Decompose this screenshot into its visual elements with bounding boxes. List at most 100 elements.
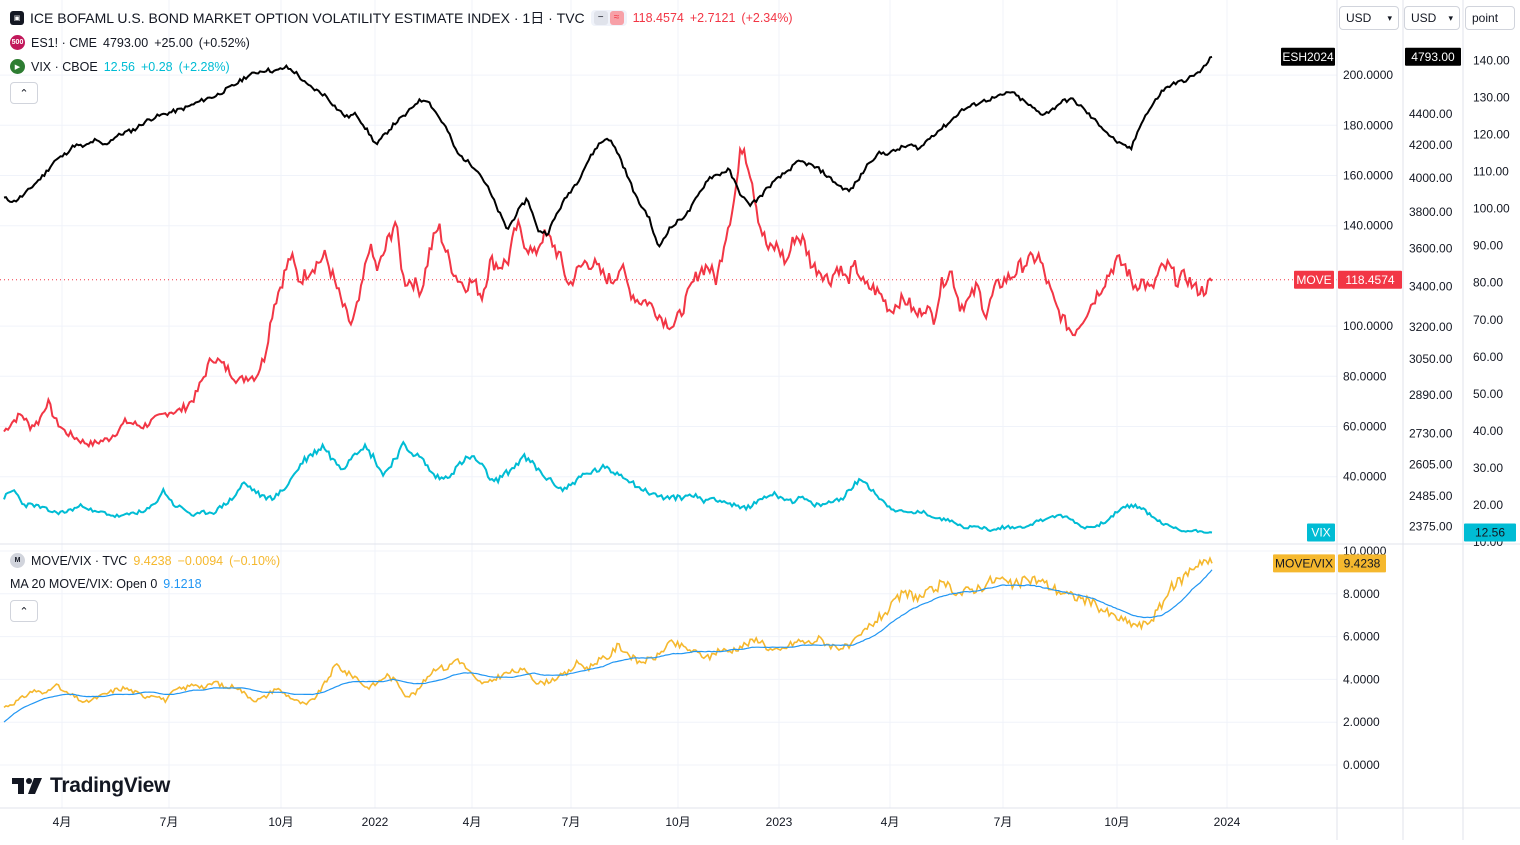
wave-icon[interactable]: ≈: [609, 11, 624, 25]
vix-axis-label: 120.00: [1473, 128, 1510, 142]
x-tick-label: 2022: [362, 815, 389, 829]
unit-value: point: [1472, 11, 1499, 25]
ratio-title: MOVE/VIX · TVC: [31, 553, 128, 568]
move-price-tag: 118.4574: [1345, 273, 1394, 287]
x-tick-label: 4月: [53, 815, 72, 829]
vix-line: [3, 440, 1213, 534]
ratio-last: 9.4238: [133, 553, 172, 568]
vix-axis-label: 110.00: [1473, 165, 1509, 179]
collapse-ratio-legend-button[interactable]: ⌃: [10, 600, 38, 622]
unit-select-vix[interactable]: point: [1465, 6, 1515, 30]
ratio-legend[interactable]: M MOVE/VIX · TVC 9.4238 −0.0094 (−0.10%): [10, 553, 280, 568]
move-label: MOVE: [1296, 273, 1331, 287]
move-axis-label: 180.0000: [1343, 118, 1393, 132]
vix-axis-label: 100.00: [1473, 202, 1510, 216]
vix-axis-label: 80.00: [1473, 276, 1503, 290]
ma-legend[interactable]: MA 20 MOVE/VIX: Open 0 9.1218: [10, 577, 202, 591]
ma-line: [3, 569, 1213, 723]
move-axis-label: 140.0000: [1343, 219, 1393, 233]
currency-select-move[interactable]: USD ▾: [1339, 6, 1399, 30]
tradingview-logo-icon: [12, 778, 42, 794]
vix-axis-label: 50.00: [1473, 387, 1503, 401]
sp500-badge-icon: 500: [10, 35, 25, 50]
x-tick-label: 2023: [766, 815, 793, 829]
es-change-pct: (+0.52%): [198, 35, 250, 50]
es-change: +25.00: [154, 35, 193, 50]
move-change-pct: (+2.34%): [741, 11, 793, 25]
x-tick-label: 7月: [562, 815, 581, 829]
minus-icon[interactable]: −: [593, 11, 608, 25]
currency-select-es[interactable]: USD ▾: [1404, 6, 1460, 30]
es-axis-label: 3800.00: [1409, 205, 1453, 219]
vix-axis-label: 60.00: [1473, 350, 1503, 364]
ratio-axis-label: 2.0000: [1343, 715, 1380, 729]
x-tick-label: 4月: [463, 815, 482, 829]
chevron-up-icon: ⌃: [19, 605, 29, 618]
ratio-change: −0.0094: [177, 553, 224, 568]
es-axis-label: 2605.00: [1409, 458, 1453, 472]
vix-axis-label: 20.00: [1473, 498, 1503, 512]
move-axis-label: 80.0000: [1343, 369, 1387, 383]
ratio-axis-label: 8.0000: [1343, 587, 1380, 601]
es-legend[interactable]: 500 ES1! · CME 4793.00 +25.00 (+0.52%): [10, 35, 250, 50]
vix-axis-label: 140.00: [1473, 54, 1510, 68]
ma-title: MA 20 MOVE/VIX: Open 0: [10, 577, 158, 591]
ratio-label: MOVE/VIX: [1275, 556, 1333, 570]
ratio-price-tag-bg: [1338, 554, 1386, 573]
move-price-tag-bg: [1338, 270, 1402, 289]
vix-axis-label: 40.00: [1473, 424, 1503, 438]
x-tick-label: 10月: [665, 815, 690, 829]
move-axis-label: 100.0000: [1343, 319, 1393, 333]
collapse-legend-button[interactable]: ⌃: [10, 82, 38, 104]
vix-price-tag-bg: [1464, 523, 1516, 542]
move-line: [3, 145, 1213, 449]
move-axis-label: 160.0000: [1343, 169, 1393, 183]
move-last: 118.4574: [632, 11, 684, 25]
ratio-price-tag: 9.4238: [1344, 556, 1381, 570]
vix-label-bg: [1307, 523, 1335, 542]
vix-legend[interactable]: ▶ VIX · CBOE 12.56 +0.28 (+2.28%): [10, 59, 230, 74]
ratio-label-bg: [1273, 554, 1335, 573]
es-axis-label: 2890.00: [1409, 388, 1453, 402]
x-tick-label: 4月: [881, 815, 900, 829]
es-axis-label: 2375.00: [1409, 520, 1453, 534]
move-axis-label: 200.0000: [1343, 68, 1393, 82]
ratio-line: [3, 556, 1213, 709]
es-price-tag-bg: [1405, 47, 1461, 66]
x-tick-label: 10月: [268, 815, 293, 829]
vix-change: +0.28: [140, 59, 173, 74]
move-legend[interactable]: ▣ ICE BOFAML U.S. BOND MARKET OPTION VOL…: [10, 8, 793, 28]
es-price-tag: 4793.00: [1411, 50, 1455, 64]
esh-label-bg: [1281, 47, 1335, 66]
x-tick-label: 10月: [1104, 815, 1129, 829]
es-axis-label: 3400.00: [1409, 280, 1453, 294]
vix-axis-label: 70.00: [1473, 313, 1503, 327]
vix-change-pct: (+2.28%): [178, 59, 230, 74]
vix-title: VIX · CBOE: [31, 59, 98, 74]
currency-value: USD: [1346, 11, 1372, 25]
es-line: [3, 55, 1213, 248]
x-tick-label: 7月: [160, 815, 179, 829]
tradingview-logo[interactable]: TradingView: [12, 774, 170, 798]
vix-last: 12.56: [103, 59, 135, 74]
move-axis-label: 40.0000: [1343, 470, 1387, 484]
series-visibility-toggle[interactable]: − ≈: [590, 10, 627, 26]
vix-label: VIX: [1311, 526, 1330, 540]
vix-arrow-icon: ▶: [10, 59, 25, 74]
ratio-pane-series: [3, 556, 1213, 723]
x-tick-label: 7月: [994, 815, 1013, 829]
es-last: 4793.00: [103, 35, 149, 50]
ratio-axis-label: 0.0000: [1343, 758, 1380, 772]
ma-last: 9.1218: [163, 577, 202, 591]
es-axis-label: 3050.00: [1409, 352, 1453, 366]
ratio-axis-label: 6.0000: [1343, 630, 1380, 644]
move-axis-label: 60.0000: [1343, 420, 1387, 434]
move-symbol-icon: ▣: [10, 11, 24, 25]
es-axis-label: 4400.00: [1409, 107, 1453, 121]
ratio-change-pct: (−0.10%): [229, 553, 281, 568]
es-axis-label: 3200.00: [1409, 320, 1453, 334]
